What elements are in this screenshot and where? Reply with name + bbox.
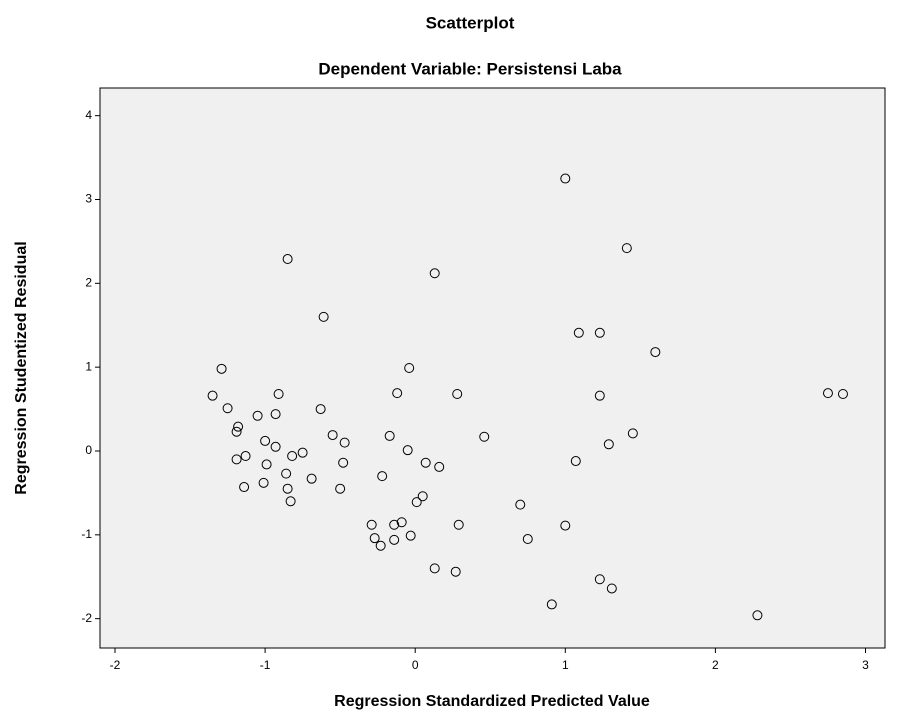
point [594,327,605,338]
point [233,421,244,432]
point [282,483,293,494]
x-tick-label: 3 [862,658,869,672]
plot-area [99,87,886,649]
y-tick-label: 4 [85,108,92,122]
point [429,563,440,574]
point [377,471,388,482]
point [606,583,617,594]
point [404,363,415,373]
point [396,517,407,528]
y-tick-label: -2 [81,611,92,625]
y-tick-label: 2 [85,276,92,290]
point [594,574,605,585]
point [434,461,445,472]
point [452,388,463,399]
y-tick-label: -1 [81,527,92,541]
point [650,347,661,358]
point [573,327,584,338]
x-axis-label: Regression Standardized Predicted Value [334,693,650,710]
point [297,447,308,458]
point [752,610,763,621]
point [338,457,349,468]
x-tick-label: -1 [260,658,271,672]
point [402,445,413,456]
point [522,534,533,545]
point [273,388,284,399]
point [318,311,329,322]
point [287,451,298,462]
x-tick-label: 2 [712,658,719,672]
point [261,459,272,470]
point [315,404,326,415]
point [570,456,581,467]
point [240,451,251,462]
y-tick-label: 0 [85,443,92,457]
point [822,388,833,399]
chart-subtitle: Dependent Variable: Persistensi Laba [318,59,622,78]
point [837,388,848,399]
point [603,439,614,450]
point [270,409,281,420]
point [282,254,293,265]
point [285,496,296,507]
point [392,388,403,399]
point [560,173,571,184]
point [222,403,233,414]
point [252,410,263,421]
point [306,473,317,484]
y-tick-label: 3 [85,192,92,206]
point [389,519,400,530]
point [453,519,464,530]
point [270,441,281,452]
point [417,491,428,502]
point [384,430,395,441]
point [335,483,346,494]
point [281,468,292,479]
point [420,457,431,468]
point [627,428,638,439]
point [560,520,571,531]
x-tick-label: 0 [412,658,419,672]
point [207,390,218,401]
point [450,566,461,577]
point [369,533,380,544]
point [327,430,338,441]
point [375,540,386,551]
point [429,268,440,279]
point [258,477,269,488]
point [594,390,605,401]
point [366,519,377,530]
y-tick-label: 1 [85,359,92,373]
point [231,426,242,437]
point [239,482,250,493]
point [339,437,350,448]
point [260,435,271,446]
x-tick-label: -2 [110,658,121,672]
point [621,243,632,254]
chart-title: Scatterplot [426,13,515,32]
point [411,497,422,508]
x-tick-label: 1 [562,658,569,672]
y-axis-label: Regression Studentized Residual [13,241,30,494]
point [405,530,416,541]
point [546,599,557,610]
point [231,454,242,465]
point [389,534,400,545]
point [479,431,490,442]
point [216,363,227,374]
point [515,499,526,510]
